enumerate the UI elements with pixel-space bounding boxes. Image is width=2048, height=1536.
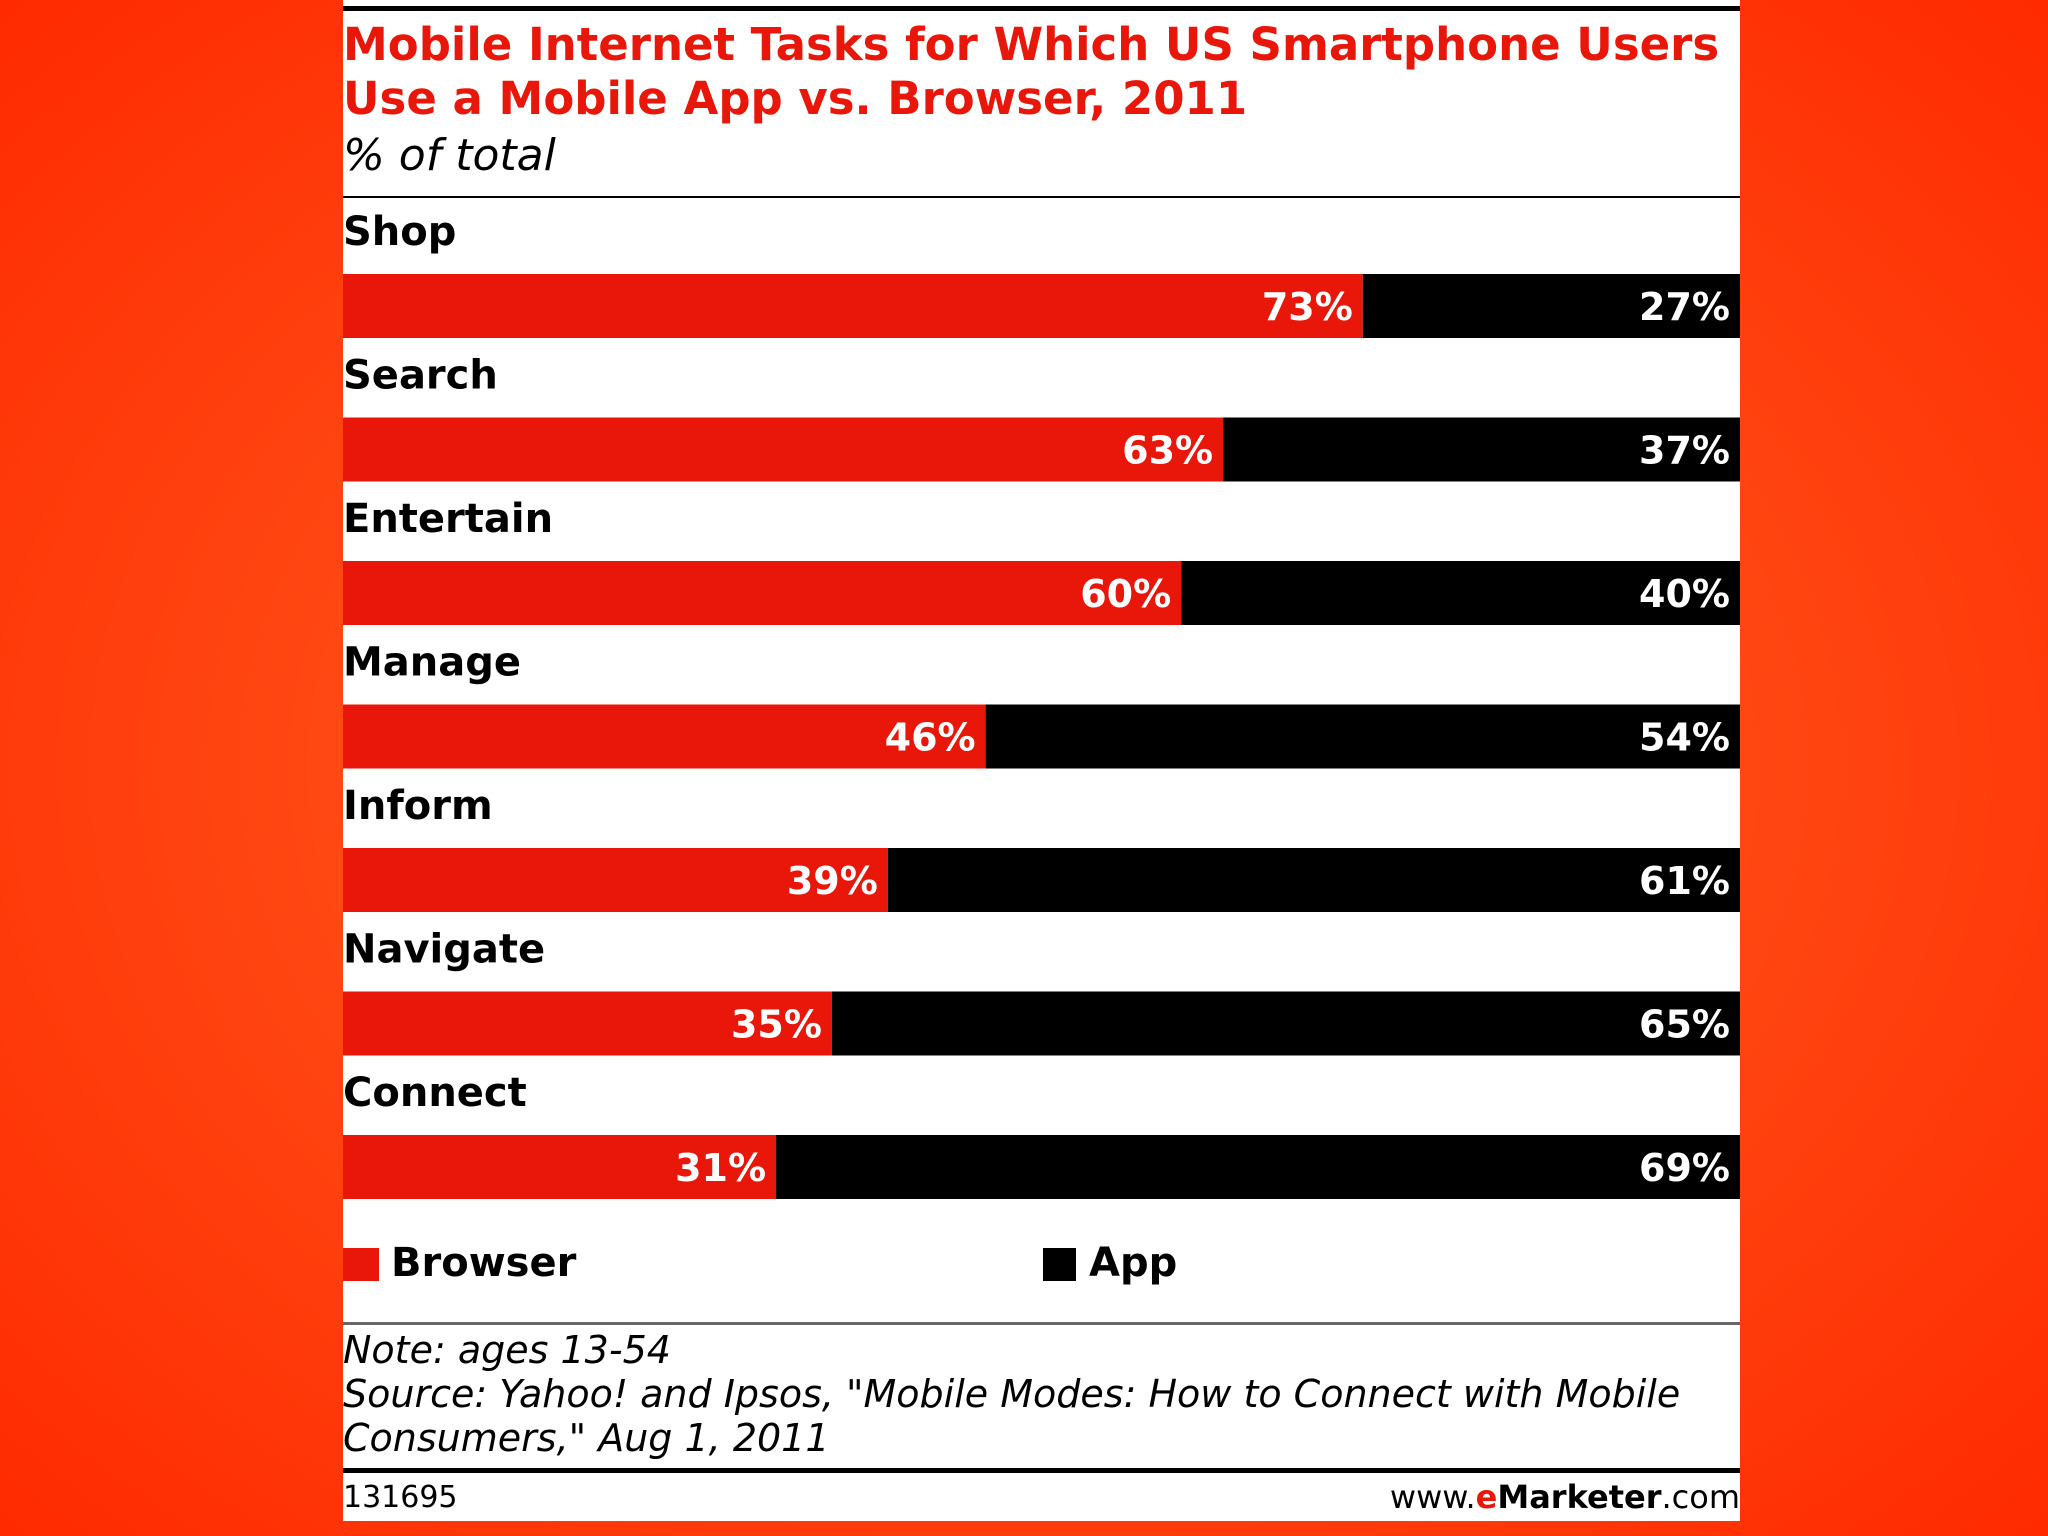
chart-subtitle: % of total: [343, 130, 556, 181]
category-label-connect: Connect: [343, 1070, 527, 1116]
bar-app-search: [1223, 417, 1740, 482]
data-label-browser-inform: 39%: [787, 859, 878, 903]
category-label-manage: Manage: [343, 640, 521, 686]
legend-app-label: App: [1089, 1240, 1178, 1286]
title-rule: [343, 196, 1740, 198]
category-label-entertain: Entertain: [343, 496, 553, 542]
site-brand: eMarketer: [1476, 1478, 1662, 1516]
category-label-search: Search: [343, 353, 498, 399]
bar-chart: Shop 73% 27% Search 63% 37% Entertain 60% 40% Man…: [343, 209, 1740, 1199]
source-text: Source: Yahoo! and Ipsos, "Mobile Modes:…: [343, 1372, 1681, 1460]
bar-browser-connect: [343, 1135, 777, 1199]
notes-rule: [343, 1322, 1740, 1325]
bar-app-connect: [776, 1135, 1740, 1199]
data-label-app-search: 37%: [1639, 429, 1730, 473]
legend-browser-swatch: [343, 1248, 379, 1281]
data-label-app-manage: 54%: [1639, 716, 1730, 760]
site-brand-e: e: [1475, 1478, 1498, 1516]
legend-app-swatch: [1043, 1248, 1076, 1281]
category-label-navigate: Navigate: [343, 927, 545, 973]
top-rule: [343, 6, 1740, 11]
data-label-app-inform: 61%: [1639, 859, 1730, 903]
site-brand-rest: Marketer: [1497, 1478, 1662, 1516]
category-label-inform: Inform: [343, 783, 493, 829]
data-label-browser-connect: 31%: [675, 1146, 766, 1190]
legend-browser-label: Browser: [391, 1240, 577, 1286]
bar-browser-shop: [343, 274, 1363, 338]
bar-browser-entertain: [343, 561, 1182, 625]
data-label-app-shop: 27%: [1639, 285, 1730, 329]
site-suffix: .com: [1661, 1478, 1740, 1516]
bar-browser-inform: [343, 848, 888, 912]
bar-app-shop: [1362, 274, 1740, 338]
data-label-browser-shop: 73%: [1262, 285, 1353, 329]
bar-app-inform: [887, 848, 1740, 912]
footer-rule: [343, 1468, 1740, 1473]
bar-app-navigate: [831, 991, 1740, 1056]
bar-browser-navigate: [343, 991, 832, 1056]
category-label-shop: Shop: [343, 209, 456, 255]
data-label-app-connect: 69%: [1639, 1146, 1730, 1190]
data-label-app-navigate: 65%: [1639, 1003, 1730, 1047]
bar-browser-manage: [343, 704, 986, 769]
note-text: Note: ages 13-54: [343, 1328, 671, 1372]
data-label-browser-navigate: 35%: [731, 1003, 822, 1047]
bar-app-entertain: [1181, 561, 1740, 625]
site-prefix: www.: [1389, 1478, 1476, 1516]
bar-app-manage: [985, 704, 1740, 769]
chart-panel: Mobile Internet Tasks for Which US Smart…: [343, 0, 1740, 1521]
emarketer-site-link[interactable]: www.eMarketer.com: [1390, 1476, 1740, 1518]
chart-id: 131695: [343, 1480, 458, 1515]
data-label-app-entertain: 40%: [1639, 572, 1730, 616]
data-label-browser-entertain: 60%: [1080, 572, 1171, 616]
chart-title: Mobile Internet Tasks for Which US Smart…: [343, 18, 1720, 125]
bar-browser-search: [343, 417, 1224, 482]
data-label-browser-manage: 46%: [885, 716, 976, 760]
data-label-browser-search: 63%: [1122, 429, 1213, 473]
